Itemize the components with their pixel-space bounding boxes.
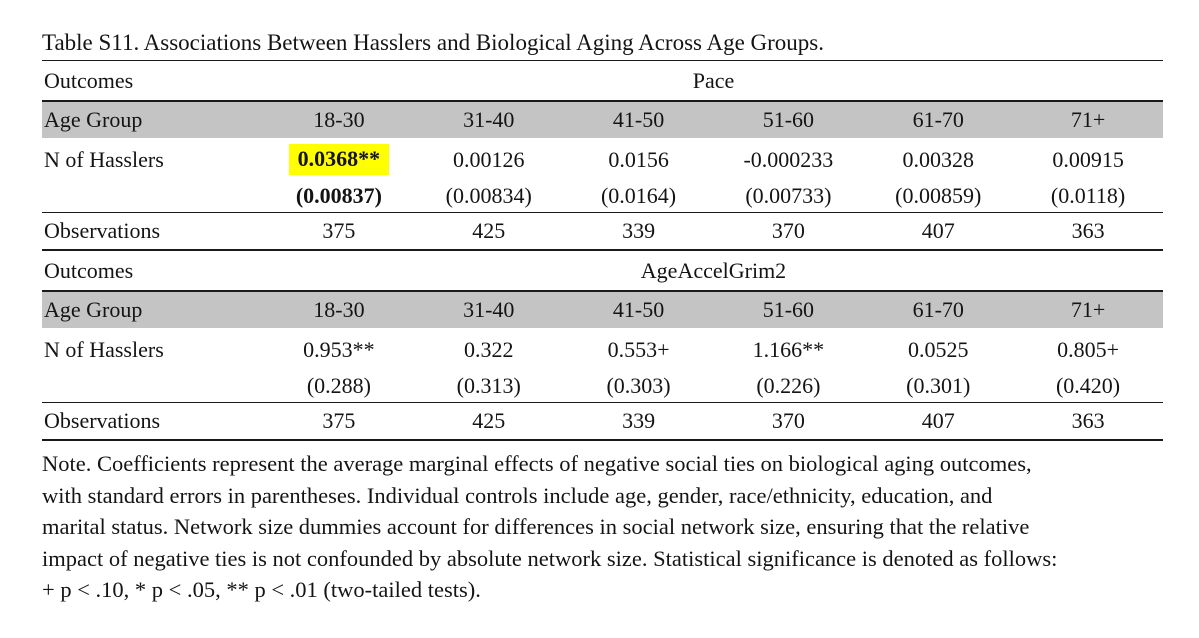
std-error-cell: (0.00733) (745, 182, 832, 208)
observations-cell: 370 (771, 218, 805, 243)
age-group-col: 31-40 (463, 297, 515, 322)
age-group-col: 18-30 (313, 107, 365, 132)
outcome-name: AgeAccelGrim2 (640, 257, 787, 283)
table-note: Note. Coefficients represent the average… (42, 448, 1163, 606)
std-error-cell: (0.00837) (295, 182, 382, 208)
age-group-col: 51-60 (762, 297, 815, 322)
std-error-cell: (0.420) (1055, 372, 1121, 398)
predictor-label: N of Hasslers (44, 146, 164, 172)
observations-row: Observations 375 425 339 370 407 363 (42, 213, 1163, 251)
observations-cell: 425 (472, 408, 506, 433)
note-line: impact of negative ties is not confounde… (42, 545, 1058, 571)
table-section-ageaccelgrim2: Outcomes AgeAccelGrim2 Age Group 18-30 3… (42, 251, 1163, 441)
highlighted-value: 0.0368** (288, 144, 390, 175)
observations-cell: 339 (622, 408, 656, 433)
age-group-col: 51-60 (762, 107, 815, 132)
coefficient-cell: 0.00328 (902, 146, 974, 172)
coefficient-cell: 0.805+ (1057, 336, 1120, 362)
outcomes-row: Outcomes AgeAccelGrim2 (42, 251, 1163, 292)
observations-cell: 370 (771, 408, 805, 433)
observations-cell: 363 (1071, 218, 1105, 243)
outcomes-label: Outcomes (44, 257, 134, 283)
age-group-label: Age Group (44, 297, 143, 322)
coefficient-cell: -0.000233 (743, 146, 834, 172)
observations-cell: 407 (921, 218, 955, 243)
coefficient-row: N of Hasslers 0.0368** 0.00126 0.0156 -0… (42, 138, 1163, 179)
age-group-col: 18-30 (313, 297, 365, 322)
coefficient-row: N of Hasslers 0.953** 0.322 0.553+ 1.166… (42, 328, 1163, 369)
age-group-col: 71+ (1070, 297, 1106, 322)
observations-cell: 425 (472, 218, 506, 243)
observations-cell: 375 (322, 218, 356, 243)
age-group-col: 61-70 (912, 297, 964, 322)
note-line: + p < .10, * p < .05, ** p < .01 (two-ta… (42, 577, 481, 602)
outcome-name: Pace (692, 67, 735, 93)
observations-cell: 363 (1071, 408, 1105, 433)
note-line: Note. Coefficients represent the average… (42, 451, 1032, 476)
coefficient-cell: 0.0156 (608, 146, 669, 172)
outcomes-row: Outcomes Pace (42, 61, 1163, 102)
coefficient-cell: 0.00126 (452, 146, 525, 172)
age-group-col: 31-40 (463, 107, 515, 132)
coefficient-cell: 0.322 (463, 336, 514, 362)
observations-cell: 339 (622, 218, 656, 243)
table-title: Table S11. Associations Between Hasslers… (42, 30, 1163, 61)
note-line: with standard errors in parentheses. Ind… (42, 482, 993, 508)
std-error-cell: (0.00859) (895, 182, 982, 208)
observations-row: Observations 375 425 339 370 407 363 (42, 403, 1163, 441)
observations-label: Observations (44, 218, 161, 243)
std-error-cell: (0.226) (756, 372, 821, 398)
predictor-label: N of Hasslers (44, 336, 164, 362)
std-error-cell: (0.313) (456, 372, 521, 398)
age-group-header-row: Age Group 18-30 31-40 41-50 51-60 61-70 … (42, 102, 1163, 138)
age-group-col: 61-70 (912, 107, 964, 132)
coefficient-cell: 0.0525 (907, 336, 969, 362)
coefficient-cell: 0.553+ (607, 336, 670, 362)
age-group-header-row: Age Group 18-30 31-40 41-50 51-60 61-70 … (42, 292, 1163, 328)
age-group-col: 41-50 (612, 297, 665, 322)
age-group-col: 71+ (1070, 107, 1106, 132)
std-error-cell: (0.00834) (445, 182, 532, 208)
std-error-cell: (0.0164) (600, 182, 677, 208)
std-error-cell: (0.0118) (1050, 182, 1126, 208)
std-error-cell: (0.288) (306, 372, 371, 398)
coefficient-cell: 1.166** (752, 336, 825, 362)
observations-label: Observations (44, 408, 161, 433)
std-error-row: (0.288) (0.313) (0.303) (0.226) (0.301) … (42, 369, 1163, 403)
age-group-label: Age Group (44, 107, 143, 132)
std-error-row: (0.00837) (0.00834) (0.0164) (0.00733) (… (42, 179, 1163, 213)
observations-cell: 407 (921, 408, 955, 433)
observations-cell: 375 (322, 408, 356, 433)
age-group-col: 41-50 (612, 107, 665, 132)
coefficient-cell: 0.00915 (1052, 146, 1124, 172)
coefficient-cell: 0.953** (303, 336, 375, 362)
std-error-cell: (0.303) (606, 372, 671, 398)
table-section-pace: Outcomes Pace Age Group 18-30 31-40 41-5… (42, 61, 1163, 251)
outcomes-label: Outcomes (44, 67, 134, 93)
note-line: marital status. Network size dummies acc… (42, 514, 1030, 539)
coefficient-cell-highlighted: 0.0368** (264, 144, 414, 175)
std-error-cell: (0.301) (906, 372, 971, 398)
